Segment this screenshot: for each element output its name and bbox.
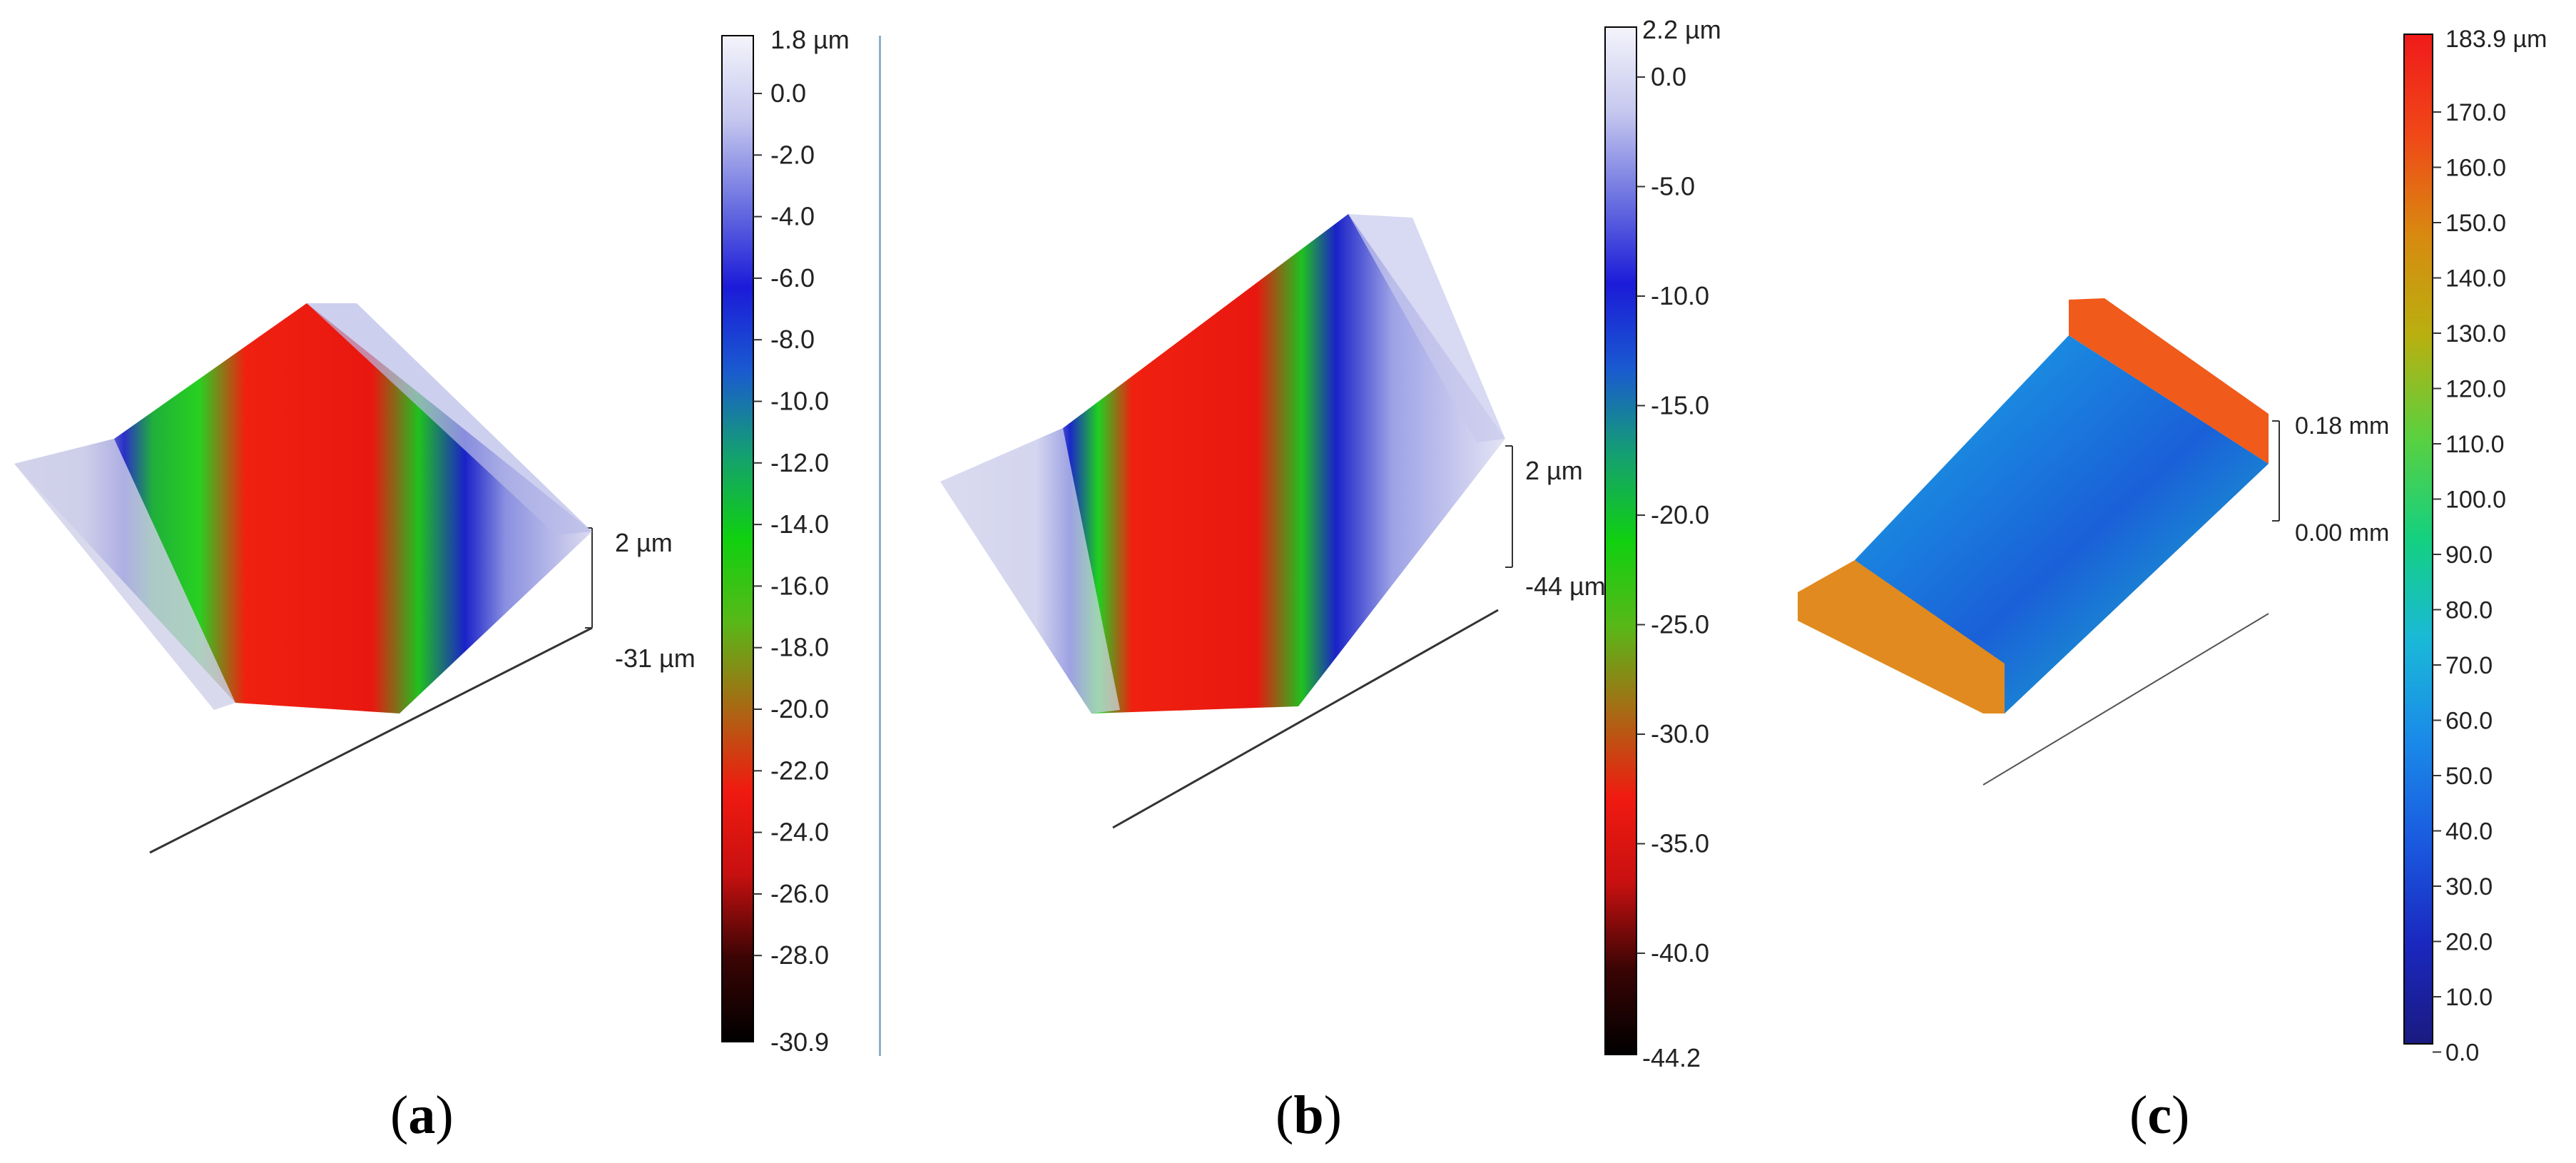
- z-axis-bottom-label: -44 µm: [1525, 572, 1606, 601]
- colorbar-tick-label: -35.0: [1651, 829, 1709, 858]
- colorbar-tick-label: 50.0: [2445, 763, 2493, 790]
- colorbar-tick-label: -22.0: [770, 756, 829, 785]
- colorbar-tick-label: -30.0: [1651, 719, 1709, 748]
- z-axis-top-label: 2 µm: [615, 528, 673, 557]
- panel-label: c: [2147, 1085, 2172, 1145]
- panel-a: 2 µm -31 µm 1.8 µm 0.0 -2.0 -4.0 -6.0 -8.0 -1…: [0, 0, 885, 1163]
- colorbar-tick-label: 140.0: [2445, 265, 2506, 293]
- colorbar-tick-label: -16.0: [770, 571, 829, 600]
- panel-c: 0.18 mm 0.00 mm 183.9 µm 170.0 160.0 150.0…: [1769, 0, 2576, 1163]
- colorbar-min-label: -44.2: [1642, 1043, 1701, 1070]
- colorbar-tick-label: -40.0: [1651, 938, 1709, 968]
- colorbar-tick-label: 90.0: [2445, 542, 2493, 569]
- colorbar-tick-label: 30.0: [2445, 873, 2493, 900]
- z-axis-bottom-label: -31 µm: [615, 644, 696, 673]
- surface-c: [1855, 335, 2269, 713]
- panel-caption-a: (a): [390, 1085, 454, 1145]
- colorbar-tick-label: -18.0: [770, 633, 829, 662]
- colorbar-tick-label: 70.0: [2445, 652, 2493, 679]
- colorbar-tick-label: 170.0: [2445, 99, 2506, 126]
- x-axis-line: [149, 626, 593, 854]
- colorbar-tick-label: 100.0: [2445, 487, 2506, 514]
- x-axis-line: [1112, 609, 1499, 829]
- colorbar-tick-label: 160.0: [2445, 155, 2506, 182]
- colorbar-tick-label: 110.0: [2445, 431, 2505, 458]
- colorbar-tick-label: -10.0: [770, 387, 829, 416]
- colorbar-tick-label: 0.0: [770, 78, 806, 108]
- panel-label: a: [408, 1085, 436, 1145]
- colorbar-max-label: 1.8 µm: [770, 25, 850, 54]
- panel-label: b: [1293, 1085, 1324, 1145]
- colorbar-tick-label: -28.0: [770, 940, 829, 970]
- ridge-edge-top: [2069, 298, 2269, 464]
- colorbar-tick-label: -20.0: [1651, 500, 1709, 529]
- colorbar-tick-label: -8.0: [770, 325, 815, 354]
- colorbar-max-label: 183.9 µm: [2445, 26, 2547, 53]
- panel-b: 2 µm -44 µm 2.2 µm 0.0 -5.0 -10.0 -15.0 -20.…: [885, 0, 1769, 1163]
- colorbar-tick-label: -20.0: [770, 694, 829, 723]
- colorbar-max-label: 2.2 µm: [1642, 15, 1721, 44]
- colorbar-tick-label: 0.0: [2445, 1040, 2479, 1067]
- colorbar-tick-label: -4.0: [770, 202, 815, 231]
- z-axis-top-label: 2 µm: [1525, 456, 1583, 485]
- surface-plot-a: 2 µm -31 µm 1.8 µm 0.0 -2.0 -4.0 -6.0 -8.0 -1…: [14, 25, 850, 1057]
- colorbar-tick-label: 10.0: [2445, 984, 2493, 1011]
- surface-plot-c: 0.18 mm 0.00 mm 183.9 µm 170.0 160.0 150.0…: [1798, 26, 2547, 1067]
- colorbar-tick-label: 60.0: [2445, 708, 2493, 735]
- colorbar-tick-label: -25.0: [1651, 610, 1709, 639]
- colorbar-tick-label: -5.0: [1651, 172, 1695, 201]
- panel-caption-b: (b): [1276, 1085, 1342, 1145]
- colorbar-tick-label: 80.0: [2445, 597, 2493, 624]
- z-axis-top-label: 0.18 mm: [2295, 412, 2389, 440]
- colorbar-tick-label: 120.0: [2445, 376, 2506, 403]
- colorbar-tick-label: -6.0: [770, 263, 815, 293]
- surface-plot-b: 2 µm -44 µm 2.2 µm 0.0 -5.0 -10.0 -15.0 -20.…: [940, 15, 1721, 1070]
- colorbar-c: 183.9 µm 170.0 160.0 150.0 140.0 130.0 120.0 1…: [2403, 26, 2547, 1067]
- colorbar-a: 1.8 µm 0.0 -2.0 -4.0 -6.0 -8.0 -10.0 -12.0 -14.…: [721, 25, 850, 1057]
- colorbar-tick-label: -2.0: [770, 140, 815, 169]
- colorbar-tick-label: -24.0: [770, 818, 829, 847]
- colorbar-tick-label: -10.0: [1651, 281, 1709, 310]
- ridge-edge-bottom: [1798, 560, 2005, 713]
- z-axis-bottom-label: 0.00 mm: [2295, 519, 2389, 547]
- colorbar-tick-label: -15.0: [1651, 391, 1709, 420]
- colorbar-tick-label: -12.0: [770, 448, 829, 477]
- colorbar-b: 2.2 µm 0.0 -5.0 -10.0 -15.0 -20.0 -25.0 -30.0 -…: [1604, 15, 1721, 1070]
- colorbar-tick-label: 20.0: [2445, 929, 2493, 956]
- colorbar-tick-label: 0.0: [1651, 62, 1686, 91]
- x-axis-line: [1982, 613, 2269, 786]
- panel-caption-c: (c): [2129, 1085, 2190, 1145]
- colorbar-tick-label: -26.0: [770, 879, 829, 908]
- colorbar-tick-label: 40.0: [2445, 818, 2493, 845]
- colorbar-tick-label: 150.0: [2445, 210, 2506, 237]
- colorbar-tick-label: 130.0: [2445, 320, 2506, 347]
- panel-divider: [879, 36, 881, 1056]
- colorbar-min-label: -30.9: [770, 1027, 829, 1057]
- colorbar-tick-label: -14.0: [770, 509, 829, 539]
